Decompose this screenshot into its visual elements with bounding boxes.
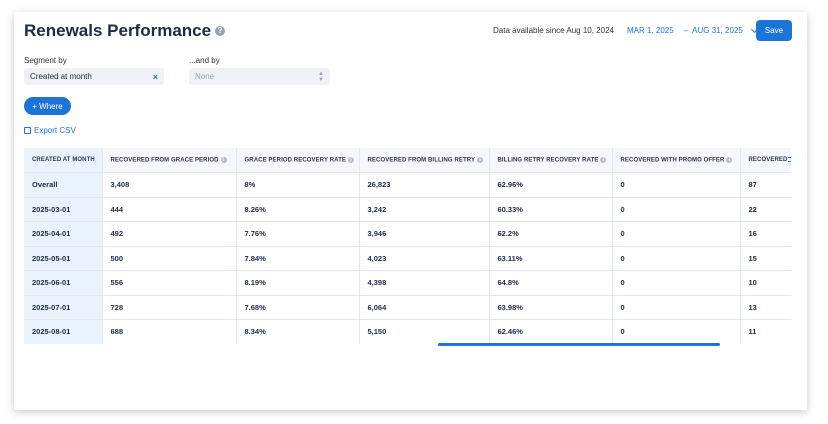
table-cell: 492 xyxy=(102,221,237,247)
column-header[interactable]: CREATED AT MONTH xyxy=(24,148,103,173)
table-cell: 2025-05-01 xyxy=(24,246,103,271)
app-window: Renewals Performance ? Data available si… xyxy=(14,12,807,410)
table-cell: 0 xyxy=(612,246,741,271)
table-cell: 8% xyxy=(236,172,360,198)
x-icon[interactable]: × xyxy=(152,71,158,82)
info-circle-icon[interactable]: i xyxy=(477,156,484,163)
date-start: MAR 1, 2025 xyxy=(627,26,674,35)
data-available-note: Data available since Aug 10, 2024 xyxy=(493,26,614,35)
table-cell: 10 xyxy=(740,270,791,296)
table-cell: 5,150 xyxy=(359,319,490,344)
external-link-icon xyxy=(24,127,31,134)
horizontal-scrollbar[interactable] xyxy=(438,343,720,346)
segment-by-label: Segment by xyxy=(24,56,67,65)
table-cell: 8.26% xyxy=(236,197,360,222)
table-row: Overall 3,408 8% 26,823 62.96% 0 87 xyxy=(24,172,791,198)
table-row: 2025-08-01 688 8.34% 5,150 62.46% 0 11 xyxy=(24,319,791,344)
table-cell: 2025-04-01 xyxy=(24,221,103,247)
table-cell: 8.19% xyxy=(236,270,360,296)
table-cell: 688 xyxy=(102,319,237,344)
table-cell: 22 xyxy=(740,197,791,222)
table-cell: 6,064 xyxy=(359,295,490,320)
table-cell: 8.34% xyxy=(236,319,360,344)
table-row: 2025-05-01 500 7.84% 4,023 63.11% 0 15 xyxy=(24,246,791,271)
table-cell: 11 xyxy=(740,319,791,344)
table-cell: 0 xyxy=(612,221,741,247)
data-table-container[interactable]: CREATED AT MONTH RECOVERED FROM GRACE PE… xyxy=(24,148,791,344)
table-cell: 0 xyxy=(612,197,741,222)
table-header-row: CREATED AT MONTH RECOVERED FROM GRACE PE… xyxy=(24,148,791,173)
table-cell: 4,398 xyxy=(359,270,490,296)
info-circle-icon[interactable]: i xyxy=(220,156,227,163)
table-cell: 15 xyxy=(740,246,791,271)
table-cell: 62.46% xyxy=(489,319,613,344)
column-header[interactable]: RECOVERED xyxy=(740,148,791,173)
table-cell: 64.8% xyxy=(489,270,613,296)
table-cell: 556 xyxy=(102,270,237,296)
table-cell: 0 xyxy=(612,319,741,344)
table-cell: 0 xyxy=(612,270,741,296)
table-cell: 3,242 xyxy=(359,197,490,222)
table-row: 2025-07-01 728 7.68% 6,064 63.98% 0 13 xyxy=(24,295,791,320)
add-where-button[interactable]: + Where xyxy=(24,97,71,115)
save-button[interactable]: Save xyxy=(756,20,792,41)
table-cell: 62.2% xyxy=(489,221,613,247)
table-cell: 3,946 xyxy=(359,221,490,247)
info-circle-icon[interactable]: i xyxy=(726,156,733,163)
table-cell: 63.98% xyxy=(489,295,613,320)
segment-by-value: Created at month xyxy=(30,72,92,81)
menu-lines-icon[interactable] xyxy=(788,156,791,162)
table-row: 2025-03-01 444 8.26% 3,242 60.33% 0 22 xyxy=(24,197,791,222)
page-title-text: Renewals Performance xyxy=(24,21,212,40)
segment-by-select[interactable]: Created at month × xyxy=(24,68,164,85)
column-header[interactable]: RECOVERED FROM GRACE PERIOD i xyxy=(102,148,237,173)
table-cell: Overall xyxy=(24,172,103,198)
table-row: 2025-06-01 556 8.19% 4,398 64.8% 0 10 xyxy=(24,270,791,296)
column-header[interactable]: RECOVERED FROM BILLING RETRY i xyxy=(359,148,490,173)
table-cell: 0 xyxy=(612,172,741,198)
table-cell: 444 xyxy=(102,197,237,222)
table-cell: 7.68% xyxy=(236,295,360,320)
export-csv-label: Export CSV xyxy=(34,126,76,135)
table-cell: 2025-06-01 xyxy=(24,270,103,296)
date-range-picker[interactable]: MAR 1, 2025 – AUG 31, 2025 xyxy=(627,25,758,35)
table-cell: 16 xyxy=(740,221,791,247)
table-cell: 2025-08-01 xyxy=(24,319,103,344)
table-cell: 26,823 xyxy=(359,172,490,198)
and-by-label: ...and by xyxy=(189,56,220,65)
info-circle-icon[interactable]: i xyxy=(348,156,355,163)
table-cell: 500 xyxy=(102,246,237,271)
table-cell: 13 xyxy=(740,295,791,320)
table-cell: 63.11% xyxy=(489,246,613,271)
table-cell: 7.84% xyxy=(236,246,360,271)
table-cell: 4,023 xyxy=(359,246,490,271)
page-title: Renewals Performance ? xyxy=(24,21,226,41)
table-cell: 60.33% xyxy=(489,197,613,222)
date-end: AUG 31, 2025 xyxy=(692,26,743,35)
column-header[interactable]: GRACE PERIOD RECOVERY RATE i xyxy=(236,148,360,173)
table-cell: 62.96% xyxy=(489,172,613,198)
table-cell: 3,408 xyxy=(102,172,237,198)
table-cell: 87 xyxy=(740,172,791,198)
and-by-select[interactable]: None ▲ ▼ xyxy=(189,68,330,85)
table-cell: 0 xyxy=(612,295,741,320)
question-circle-icon[interactable]: ? xyxy=(215,26,226,36)
chevron-up-down-icon: ▲ ▼ xyxy=(318,70,324,83)
and-by-value: None xyxy=(195,72,215,81)
date-separator: – xyxy=(683,26,689,35)
table-cell: 728 xyxy=(102,295,237,320)
column-header[interactable]: RECOVERED WITH PROMO OFFER i xyxy=(612,148,741,173)
table-cell: 7.76% xyxy=(236,221,360,247)
column-header[interactable]: BILLING RETRY RECOVERY RATE i xyxy=(489,148,613,173)
export-csv-link[interactable]: Export CSV xyxy=(24,126,76,135)
table-cell: 2025-07-01 xyxy=(24,295,103,320)
info-circle-icon[interactable]: i xyxy=(600,156,607,163)
table-row: 2025-04-01 492 7.76% 3,946 62.2% 0 16 xyxy=(24,221,791,247)
renewals-table: CREATED AT MONTH RECOVERED FROM GRACE PE… xyxy=(24,148,791,344)
table-cell: 2025-03-01 xyxy=(24,197,103,222)
